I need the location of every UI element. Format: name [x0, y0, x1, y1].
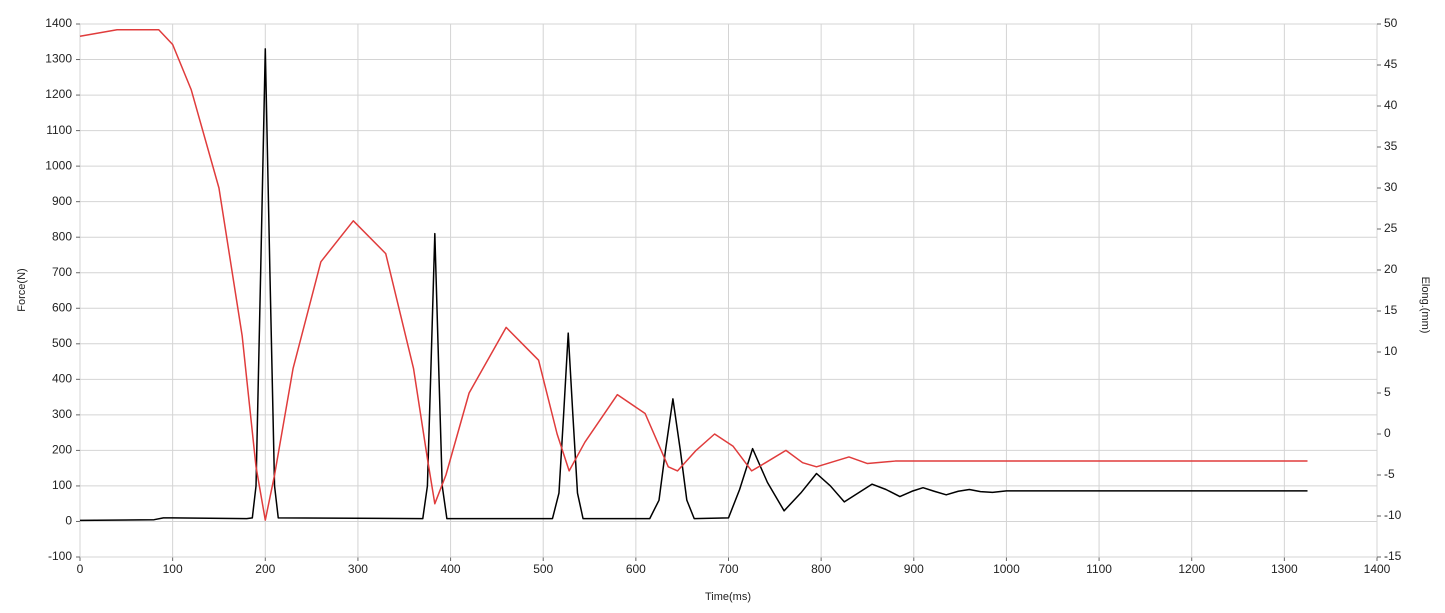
- data-line: [79, 28, 1308, 521]
- x-tick-label: 900: [904, 562, 924, 576]
- x-axis-label: Time(ms): [705, 591, 751, 603]
- x-tick-label: 100: [163, 562, 183, 576]
- y2-tick-label: 40: [1384, 98, 1398, 112]
- y-tick-label: 200: [52, 443, 72, 457]
- y-tick-label: 0: [65, 514, 72, 528]
- y-tick-label: 800: [52, 229, 72, 243]
- x-tick-label: 1400: [1364, 562, 1391, 576]
- x-tick-label: 700: [718, 562, 738, 576]
- x-tick-label: 1300: [1271, 562, 1298, 576]
- y-axis-label: Force(N): [16, 268, 28, 311]
- y-tick-label: 1300: [45, 52, 72, 66]
- y2-tick-label: 50: [1384, 16, 1398, 30]
- x-tick-label: 1000: [993, 562, 1020, 576]
- data-line: [79, 48, 1308, 522]
- y2-tick-label: -15: [1384, 549, 1402, 563]
- x-tick-label: 0: [77, 562, 84, 576]
- y-tick-label: 400: [52, 372, 72, 386]
- y2-tick-label: 30: [1384, 180, 1398, 194]
- y-tick-label: 1100: [46, 123, 72, 137]
- y2-tick-label: 10: [1384, 344, 1398, 358]
- y2-tick-label: 25: [1384, 221, 1398, 235]
- y2-tick-label: 45: [1384, 57, 1398, 71]
- x-tick-label: 400: [441, 562, 461, 576]
- y-tick-label: 600: [52, 300, 72, 314]
- y-tick-label: 300: [52, 407, 72, 421]
- y-tick-label: 1400: [45, 16, 72, 30]
- y2-tick-label: 5: [1384, 385, 1391, 399]
- x-tick-label: 1100: [1086, 562, 1112, 576]
- x-tick-label: 800: [811, 562, 831, 576]
- x-tick-label: 300: [348, 562, 368, 576]
- y-tick-label: -100: [48, 549, 72, 563]
- y-tick-label: 700: [52, 265, 72, 279]
- y2-tick-label: 20: [1384, 262, 1398, 276]
- y-tick-label: 900: [52, 194, 72, 208]
- y-tick-label: 100: [52, 478, 72, 492]
- y2-tick-label: 35: [1384, 139, 1398, 153]
- y2-axis-label: Elong.(mm): [1419, 277, 1431, 334]
- y-tick-label: 1000: [45, 158, 72, 172]
- y-tick-label: 500: [52, 336, 72, 350]
- x-tick-label: 1200: [1178, 562, 1205, 576]
- y2-tick-label: 15: [1384, 303, 1398, 317]
- x-tick-label: 600: [626, 562, 646, 576]
- y-tick-label: 1200: [45, 87, 72, 101]
- y2-tick-label: 0: [1384, 426, 1391, 440]
- y2-tick-label: -5: [1384, 467, 1395, 481]
- x-tick-label: 500: [533, 562, 553, 576]
- y2-tick-label: -10: [1384, 508, 1402, 522]
- x-tick-label: 200: [255, 562, 275, 576]
